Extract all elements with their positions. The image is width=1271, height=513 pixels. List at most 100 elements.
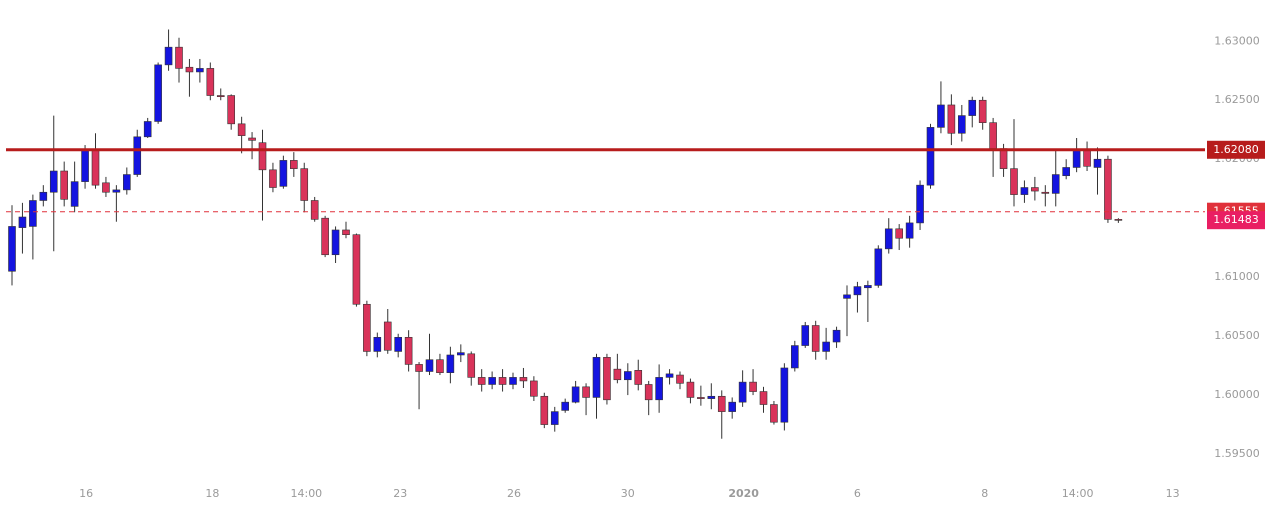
- candle-body: [8, 226, 16, 272]
- candle-body: [216, 95, 225, 98]
- candle-body: [164, 46, 173, 66]
- candle-body: [143, 121, 152, 138]
- candle-body: [811, 325, 820, 352]
- x-tick-label: 16: [79, 487, 93, 500]
- candle-body: [248, 137, 256, 141]
- candle-body: [227, 95, 235, 125]
- candle-body: [738, 381, 747, 403]
- candle-body: [791, 345, 799, 369]
- candle-body: [310, 200, 319, 220]
- candle-body: [665, 373, 674, 378]
- candle-body: [1114, 219, 1123, 221]
- y-tick-label: 1.61000: [1214, 270, 1260, 283]
- candle-body: [1010, 168, 1018, 195]
- candle-body: [843, 294, 851, 299]
- candle-body: [864, 285, 872, 289]
- candle-body: [707, 395, 716, 399]
- candle-body: [519, 377, 528, 382]
- candle-body: [1041, 191, 1050, 194]
- candle-body: [728, 401, 736, 412]
- candle-body: [832, 329, 841, 343]
- candle-body: [269, 169, 277, 188]
- candle-body: [175, 46, 183, 69]
- candle-body: [290, 160, 298, 169]
- candle-body: [352, 234, 361, 305]
- candle-body: [446, 354, 455, 373]
- candle-body: [624, 371, 632, 381]
- candle-body: [404, 336, 413, 365]
- candle-body: [999, 148, 1008, 169]
- candle-body: [947, 104, 956, 134]
- candle-body: [978, 99, 987, 123]
- candle-body: [196, 68, 204, 73]
- candle-body: [968, 99, 977, 116]
- candle-body: [1020, 187, 1029, 195]
- candle-body: [185, 66, 194, 73]
- candle-body: [770, 404, 778, 423]
- x-tick-label: 13: [1166, 487, 1180, 500]
- candle-body: [477, 377, 486, 385]
- candle-body: [822, 341, 830, 352]
- candle-body: [853, 286, 862, 296]
- candle-body: [112, 189, 121, 193]
- candle-body: [1031, 187, 1039, 192]
- candle-body: [300, 168, 309, 201]
- candle-body: [81, 149, 89, 182]
- x-tick-label: 26: [507, 487, 521, 500]
- candle-body: [279, 160, 288, 187]
- y-tick-label: 1.63000: [1214, 34, 1260, 47]
- candle-body: [540, 395, 549, 425]
- candle-body: [644, 384, 653, 401]
- candle-body: [70, 181, 79, 207]
- candle-body: [1062, 167, 1070, 177]
- candle-body: [958, 115, 966, 134]
- candle-body: [1083, 149, 1091, 167]
- candle-body: [759, 391, 768, 405]
- candle-body: [102, 182, 110, 193]
- candle-body: [373, 336, 382, 352]
- candle-body: [1093, 158, 1102, 168]
- candle-body: [498, 377, 507, 385]
- candle-body: [571, 386, 580, 403]
- candle-body: [916, 184, 924, 224]
- candle-body: [676, 374, 684, 384]
- candle-body: [206, 68, 215, 96]
- price-label: 1.61483: [1213, 213, 1259, 226]
- candle-body: [91, 149, 100, 186]
- y-tick-label: 1.59500: [1214, 447, 1260, 460]
- candle-body: [394, 336, 402, 352]
- candle-body: [530, 380, 538, 397]
- candle-body: [905, 222, 914, 239]
- candle-body: [457, 352, 465, 356]
- candle-body: [425, 359, 434, 372]
- candle-body: [383, 321, 392, 351]
- candle-body: [321, 217, 329, 256]
- candle-body: [363, 303, 371, 352]
- candle-body: [49, 170, 58, 193]
- candle-body: [1051, 174, 1060, 194]
- y-tick-label: 1.60500: [1214, 329, 1260, 342]
- candle-body: [342, 229, 350, 235]
- candle-body: [749, 381, 757, 392]
- candle-body: [29, 200, 37, 227]
- candle-body: [258, 142, 267, 171]
- candle-body: [331, 229, 340, 256]
- x-tick-label: 14:00: [1062, 487, 1094, 500]
- y-tick-label: 1.62500: [1214, 93, 1260, 106]
- candle-body: [989, 122, 997, 149]
- candle-body: [634, 370, 643, 385]
- price-label-bg: [1207, 140, 1265, 159]
- candle-body: [884, 228, 893, 250]
- candle-body: [561, 401, 569, 411]
- candle-body: [415, 364, 423, 372]
- candle-body: [697, 397, 705, 399]
- x-tick-label: 6: [854, 487, 861, 500]
- candle-body: [488, 377, 496, 385]
- x-tick-label: 23: [393, 487, 407, 500]
- x-tick-label: 14:00: [290, 487, 322, 500]
- price-label-bg: [1207, 211, 1265, 230]
- candle-body: [18, 216, 27, 228]
- x-tick-label: 18: [205, 487, 219, 500]
- candle-body: [895, 228, 903, 239]
